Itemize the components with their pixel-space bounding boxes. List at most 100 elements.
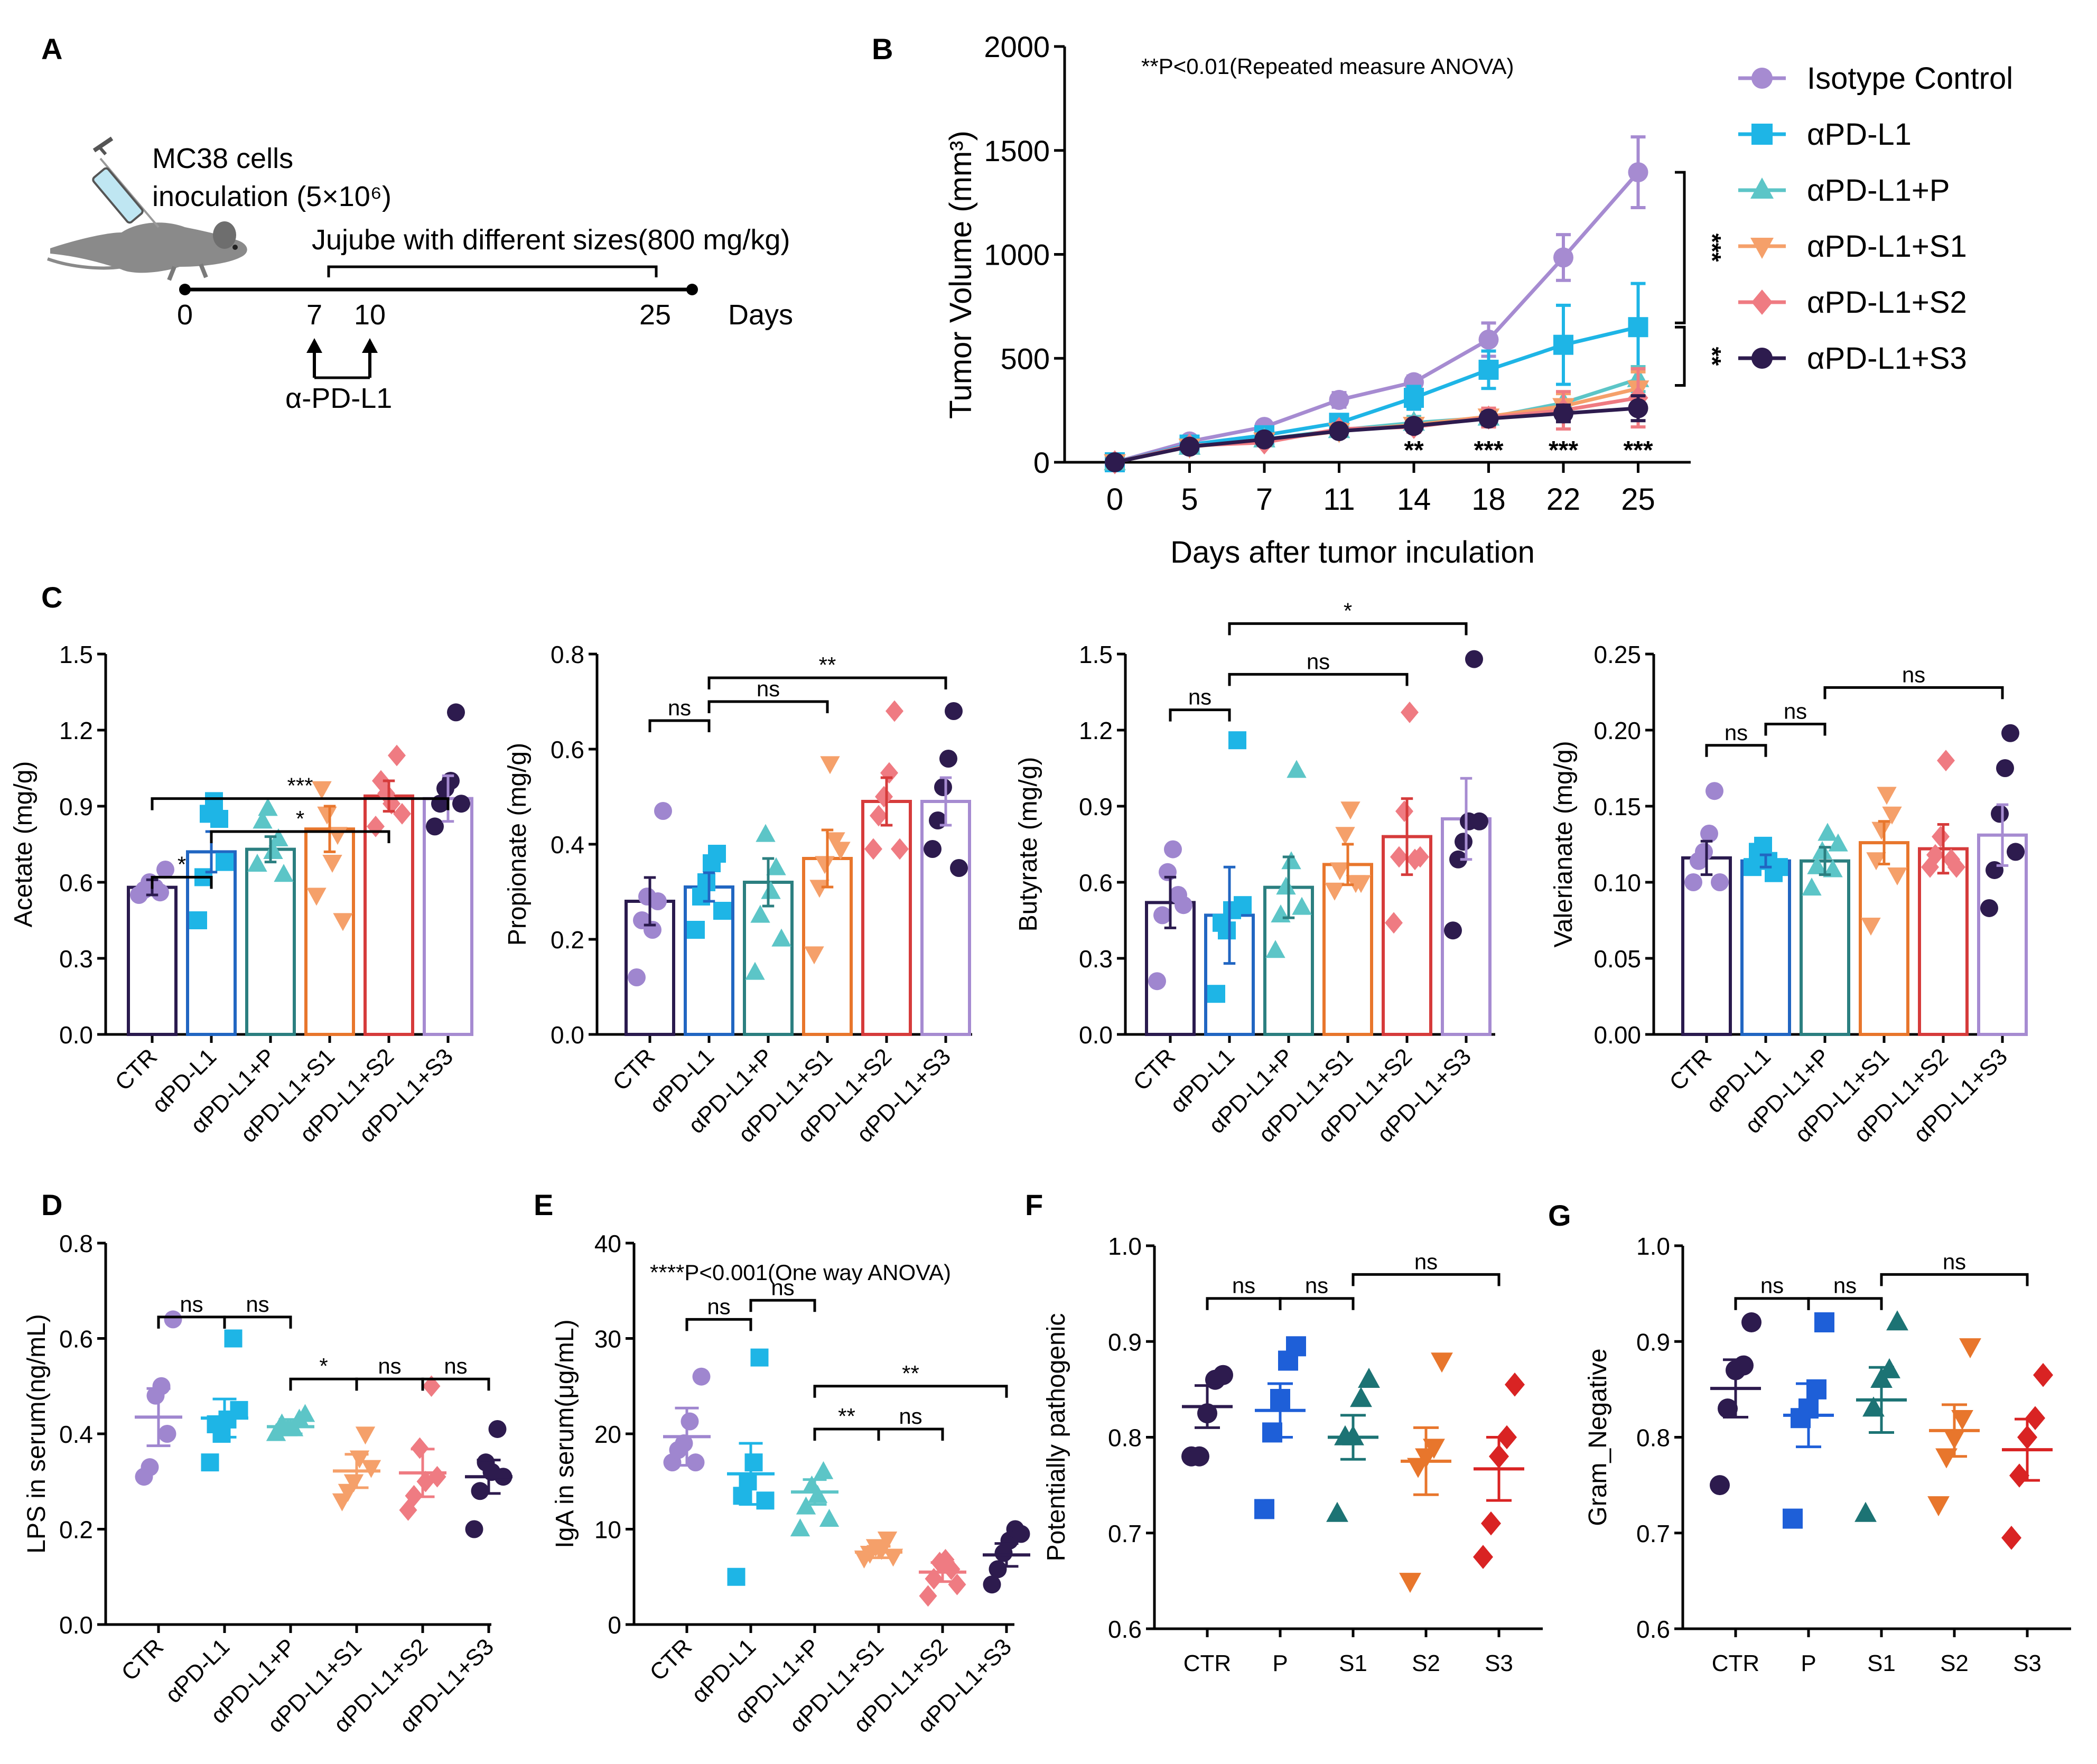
data-point bbox=[891, 838, 909, 860]
data-point bbox=[1286, 1336, 1306, 1357]
data-point bbox=[1234, 896, 1252, 914]
data-point bbox=[1395, 800, 1413, 822]
data-point bbox=[1770, 858, 1788, 876]
sig-label: *** bbox=[287, 773, 313, 798]
data-point bbox=[939, 750, 957, 768]
x-tick-label: CTR bbox=[116, 1634, 169, 1686]
panel-label-e: E bbox=[534, 1188, 553, 1221]
legend-label: Isotype Control bbox=[1807, 61, 2013, 96]
data-point bbox=[1473, 1545, 1493, 1569]
data-point bbox=[1287, 760, 1307, 778]
y-tick-label: 0.9 bbox=[59, 793, 93, 820]
x-tick-label: CTR bbox=[1712, 1650, 1759, 1676]
x-tick-label: 0 bbox=[1106, 482, 1123, 517]
data-point bbox=[253, 810, 273, 829]
data-point bbox=[247, 854, 267, 872]
data-point bbox=[1996, 759, 2014, 777]
legend-label: αPD-L1+S1 bbox=[1807, 229, 1967, 264]
sig-label: ns bbox=[707, 1294, 730, 1319]
data-point bbox=[1991, 805, 2009, 823]
y-tick-label: 1.0 bbox=[1636, 1233, 1670, 1260]
sig-label: ns bbox=[1305, 1273, 1328, 1298]
sig-bracket bbox=[1880, 1273, 2029, 1286]
data-point bbox=[880, 762, 898, 784]
data-point bbox=[649, 892, 667, 910]
data-point bbox=[1265, 940, 1285, 958]
legend-marker bbox=[1751, 68, 1773, 89]
data-point bbox=[1281, 851, 1301, 870]
x-tick-label: CTR bbox=[110, 1043, 162, 1096]
panel-b-tumor-volume-chart: **P<0.01(Repeated measure ANOVA) Days af… bbox=[944, 30, 2013, 570]
sig-label: ns bbox=[1784, 698, 1807, 723]
data-point bbox=[825, 832, 845, 851]
data-point bbox=[1351, 875, 1371, 893]
data-point bbox=[317, 806, 337, 825]
data-point bbox=[745, 962, 765, 980]
data-point bbox=[654, 802, 672, 820]
data-point bbox=[1326, 1501, 1348, 1522]
y-tick-label: 0.8 bbox=[551, 641, 584, 668]
data-point bbox=[2001, 724, 2019, 742]
data-point bbox=[1932, 826, 1950, 847]
sig-bracket bbox=[1228, 622, 1468, 636]
sig-label: * bbox=[296, 806, 304, 831]
data-point bbox=[141, 1458, 159, 1477]
data-point bbox=[263, 841, 283, 859]
sig-label: ns bbox=[1188, 685, 1211, 710]
x-tick-label: 7 bbox=[1256, 482, 1273, 517]
data-point bbox=[1744, 858, 1762, 876]
arrow-up-icon bbox=[306, 338, 378, 379]
series-line bbox=[1114, 171, 1640, 464]
data-point bbox=[870, 805, 888, 827]
data-point bbox=[2007, 843, 2025, 861]
x-tick-label: 5 bbox=[1181, 482, 1198, 517]
data-point bbox=[1179, 436, 1200, 457]
y-tick-label: 0 bbox=[608, 1611, 621, 1639]
y-axis-label: Butyrate (mg/g) bbox=[1014, 757, 1042, 932]
panel-b-y-label: Tumor Volume (mm³) bbox=[944, 130, 978, 419]
sig-label: ns bbox=[378, 1354, 401, 1378]
data-point bbox=[750, 1348, 769, 1367]
y-tick-label: 0.9 bbox=[1079, 793, 1113, 820]
data-point bbox=[1700, 824, 1718, 843]
data-point bbox=[708, 845, 726, 863]
x-tick-label: CTR bbox=[1664, 1043, 1717, 1096]
data-point bbox=[1207, 985, 1225, 1003]
sig-bracket bbox=[813, 1385, 1008, 1398]
sig-label: ns bbox=[1307, 649, 1330, 674]
data-point bbox=[989, 1560, 1007, 1579]
data-point bbox=[1478, 329, 1499, 350]
data-point bbox=[230, 1401, 248, 1419]
legend-label: αPD-L1+P bbox=[1807, 173, 1950, 208]
x-tick-label: CTR bbox=[645, 1634, 697, 1686]
data-point bbox=[1887, 867, 1907, 885]
data-point bbox=[2001, 1526, 2021, 1550]
data-point bbox=[447, 703, 465, 722]
legend-label: αPD-L1+S2 bbox=[1807, 285, 1967, 320]
data-point bbox=[1213, 1365, 1233, 1385]
data-point bbox=[1861, 918, 1881, 936]
sig-bracket bbox=[707, 676, 947, 689]
y-tick-label: 0.20 bbox=[1593, 717, 1641, 744]
sig-label: ns bbox=[668, 695, 691, 720]
data-point bbox=[819, 1509, 840, 1527]
data-point bbox=[1926, 844, 1944, 866]
data-point bbox=[1329, 421, 1349, 441]
data-point bbox=[1807, 856, 1827, 874]
timeline-day-7: 7 bbox=[306, 299, 322, 331]
sig-label: ** bbox=[902, 1361, 919, 1386]
timeline-day-0: 0 bbox=[177, 299, 193, 331]
data-point bbox=[361, 1460, 381, 1478]
y-tick-label: 0.0 bbox=[59, 1021, 93, 1049]
y-axis-label: LPS in serum(ng/mL) bbox=[23, 1314, 51, 1554]
y-axis-label: Acetate (mg/g) bbox=[10, 761, 38, 928]
panel-b-x-label: Days after tumor inculation bbox=[1170, 535, 1535, 570]
sig-label: ns bbox=[1760, 1273, 1784, 1298]
sig-bracket bbox=[210, 830, 390, 843]
data-point bbox=[1947, 856, 1965, 878]
timeline-day-10: 10 bbox=[354, 299, 386, 331]
data-point bbox=[1350, 1387, 1372, 1407]
data-point bbox=[393, 803, 411, 825]
data-point bbox=[388, 744, 406, 767]
